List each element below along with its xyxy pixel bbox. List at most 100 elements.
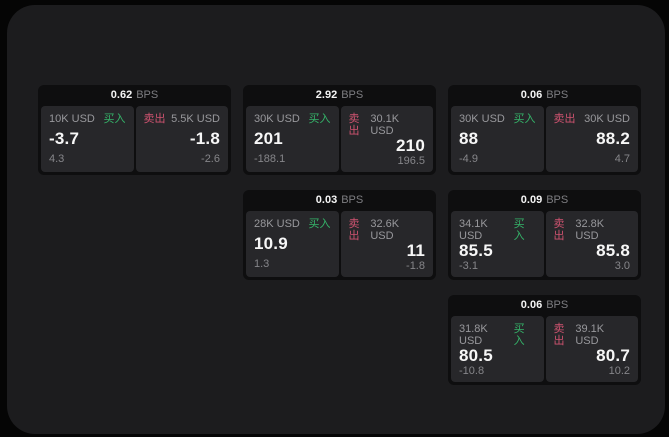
sell-size: 32.8K USD	[575, 218, 605, 243]
buy-side-label: 买入	[308, 218, 331, 230]
quote-card-grid: 0.62 BPS 10K USD 买入 -3.7 4.3 卖出 5.5K USD	[38, 85, 641, 385]
buy-quote-tile[interactable]: 30K USD 买入 201 -188.1	[246, 106, 339, 172]
buy-price: 10.9	[254, 234, 288, 254]
card-header: 0.06 BPS	[448, 295, 641, 316]
quote-card: 2.92 BPS 30K USD 买入 201 -188.1 卖出 30.1K …	[243, 85, 436, 175]
bps-unit-label: BPS	[341, 89, 364, 101]
sell-quote-tile[interactable]: 卖出 39.1K USD 80.7 10.2	[545, 316, 638, 382]
sell-side-label: 卖出	[348, 113, 360, 138]
sell-side-label: 卖出	[553, 323, 565, 348]
buy-quote-tile[interactable]: 34.1K USD 买入 85.5 -3.1	[451, 211, 544, 277]
trading-panel: 0.62 BPS 10K USD 买入 -3.7 4.3 卖出 5.5K USD	[7, 5, 665, 434]
card-header: 0.09 BPS	[448, 190, 641, 211]
buy-size: 10K USD	[49, 113, 95, 125]
buy-price: 85.5	[459, 241, 493, 261]
bps-unit-label: BPS	[546, 194, 569, 206]
card-body: 34.1K USD 买入 85.5 -3.1 卖出 32.8K USD 85.8…	[448, 211, 641, 280]
sell-size: 30K USD	[584, 113, 630, 125]
sell-price: 88.2	[596, 129, 630, 149]
buy-side-label: 买入	[103, 113, 126, 125]
buy-size: 34.1K USD	[459, 218, 488, 243]
buy-size: 30K USD	[254, 113, 300, 125]
tile-top-row: 30K USD 买入	[459, 113, 536, 125]
card-body: 30K USD 买入 201 -188.1 卖出 30.1K USD 210 1…	[243, 106, 436, 175]
tile-top-row: 28K USD 买入	[254, 218, 331, 230]
quote-card: 0.03 BPS 28K USD 买入 10.9 1.3 卖出 32.6K US…	[243, 190, 436, 280]
sell-price: 85.8	[596, 241, 630, 261]
sell-price: 80.7	[596, 346, 630, 366]
sell-quote-tile[interactable]: 卖出 32.8K USD 85.8 3.0	[545, 211, 638, 277]
bps-value: 0.03	[315, 194, 338, 206]
card-body: 10K USD 买入 -3.7 4.3 卖出 5.5K USD -1.8 -2.…	[38, 106, 231, 175]
card-header: 0.03 BPS	[243, 190, 436, 211]
buy-size: 31.8K USD	[459, 323, 488, 348]
buy-side-label: 买入	[513, 218, 525, 243]
buy-price: 80.5	[459, 346, 493, 366]
sell-side-label: 卖出	[348, 218, 360, 243]
tile-top-row: 卖出 5.5K USD	[144, 113, 221, 125]
bps-value: 0.06	[520, 299, 543, 311]
bps-value: 0.62	[110, 89, 133, 101]
buy-sub-value: -188.1	[254, 152, 286, 165]
sell-sub-value: 10.2	[608, 365, 630, 378]
tile-top-row: 31.8K USD 买入	[459, 323, 536, 347]
sell-quote-tile[interactable]: 卖出 32.6K USD 11 -1.8	[340, 211, 433, 277]
buy-sub-value: 4.3	[49, 152, 65, 165]
tile-top-row: 卖出 32.8K USD	[554, 218, 631, 242]
bps-value: 0.09	[520, 194, 543, 206]
sell-sub-value: -2.6	[201, 152, 220, 165]
sell-size: 5.5K USD	[171, 113, 220, 125]
bps-value: 2.92	[315, 89, 338, 101]
sell-price: -1.8	[189, 129, 220, 149]
card-header: 2.92 BPS	[243, 85, 436, 106]
buy-side-label: 买入	[308, 113, 331, 125]
card-body: 31.8K USD 买入 80.5 -10.8 卖出 39.1K USD 80.…	[448, 316, 641, 385]
tile-top-row: 卖出 30.1K USD	[349, 113, 426, 137]
sell-side-label: 卖出	[553, 218, 565, 243]
tile-top-row: 卖出 32.6K USD	[349, 218, 426, 242]
sell-quote-tile[interactable]: 卖出 30K USD 88.2 4.7	[545, 106, 638, 172]
buy-sub-value: 1.3	[254, 257, 270, 270]
sell-price: 11	[406, 241, 425, 261]
sell-side-label: 卖出	[143, 113, 166, 125]
buy-size: 30K USD	[459, 113, 505, 125]
bps-unit-label: BPS	[341, 194, 364, 206]
sell-sub-value: 3.0	[614, 260, 630, 273]
buy-size: 28K USD	[254, 218, 300, 230]
quote-card: 0.06 BPS 31.8K USD 买入 80.5 -10.8 卖出 39.1…	[448, 295, 641, 385]
sell-sub-value: -1.8	[406, 260, 425, 273]
bps-unit-label: BPS	[546, 299, 569, 311]
buy-sub-value: -3.1	[459, 260, 478, 273]
tile-top-row: 卖出 39.1K USD	[554, 323, 631, 347]
bps-unit-label: BPS	[136, 89, 159, 101]
card-body: 30K USD 买入 88 -4.9 卖出 30K USD 88.2 4.7	[448, 106, 641, 175]
sell-quote-tile[interactable]: 卖出 30.1K USD 210 196.5	[340, 106, 433, 172]
sell-size: 39.1K USD	[575, 323, 605, 348]
buy-price: 201	[254, 129, 283, 149]
quote-card: 0.06 BPS 30K USD 买入 88 -4.9 卖出 30K USD	[448, 85, 641, 175]
bps-unit-label: BPS	[546, 89, 569, 101]
sell-size: 30.1K USD	[370, 113, 400, 138]
tile-top-row: 卖出 30K USD	[554, 113, 631, 125]
tile-top-row: 10K USD 买入	[49, 113, 126, 125]
sell-sub-value: 196.5	[397, 155, 425, 168]
card-body: 28K USD 买入 10.9 1.3 卖出 32.6K USD 11 -1.8	[243, 211, 436, 280]
buy-quote-tile[interactable]: 28K USD 买入 10.9 1.3	[246, 211, 339, 277]
sell-price: 210	[396, 136, 425, 156]
quote-card: 0.62 BPS 10K USD 买入 -3.7 4.3 卖出 5.5K USD	[38, 85, 231, 175]
bps-value: 0.06	[520, 89, 543, 101]
sell-sub-value: 4.7	[614, 152, 630, 165]
buy-quote-tile[interactable]: 30K USD 买入 88 -4.9	[451, 106, 544, 172]
buy-side-label: 买入	[513, 113, 536, 125]
card-header: 0.06 BPS	[448, 85, 641, 106]
sell-size: 32.6K USD	[370, 218, 400, 243]
buy-sub-value: -10.8	[459, 365, 485, 378]
tile-top-row: 30K USD 买入	[254, 113, 331, 125]
buy-side-label: 买入	[513, 323, 525, 348]
sell-quote-tile[interactable]: 卖出 5.5K USD -1.8 -2.6	[135, 106, 228, 172]
tile-top-row: 34.1K USD 买入	[459, 218, 536, 242]
card-header: 0.62 BPS	[38, 85, 231, 106]
buy-quote-tile[interactable]: 10K USD 买入 -3.7 4.3	[41, 106, 134, 172]
quote-card: 0.09 BPS 34.1K USD 买入 85.5 -3.1 卖出 32.8K…	[448, 190, 641, 280]
buy-quote-tile[interactable]: 31.8K USD 买入 80.5 -10.8	[451, 316, 544, 382]
